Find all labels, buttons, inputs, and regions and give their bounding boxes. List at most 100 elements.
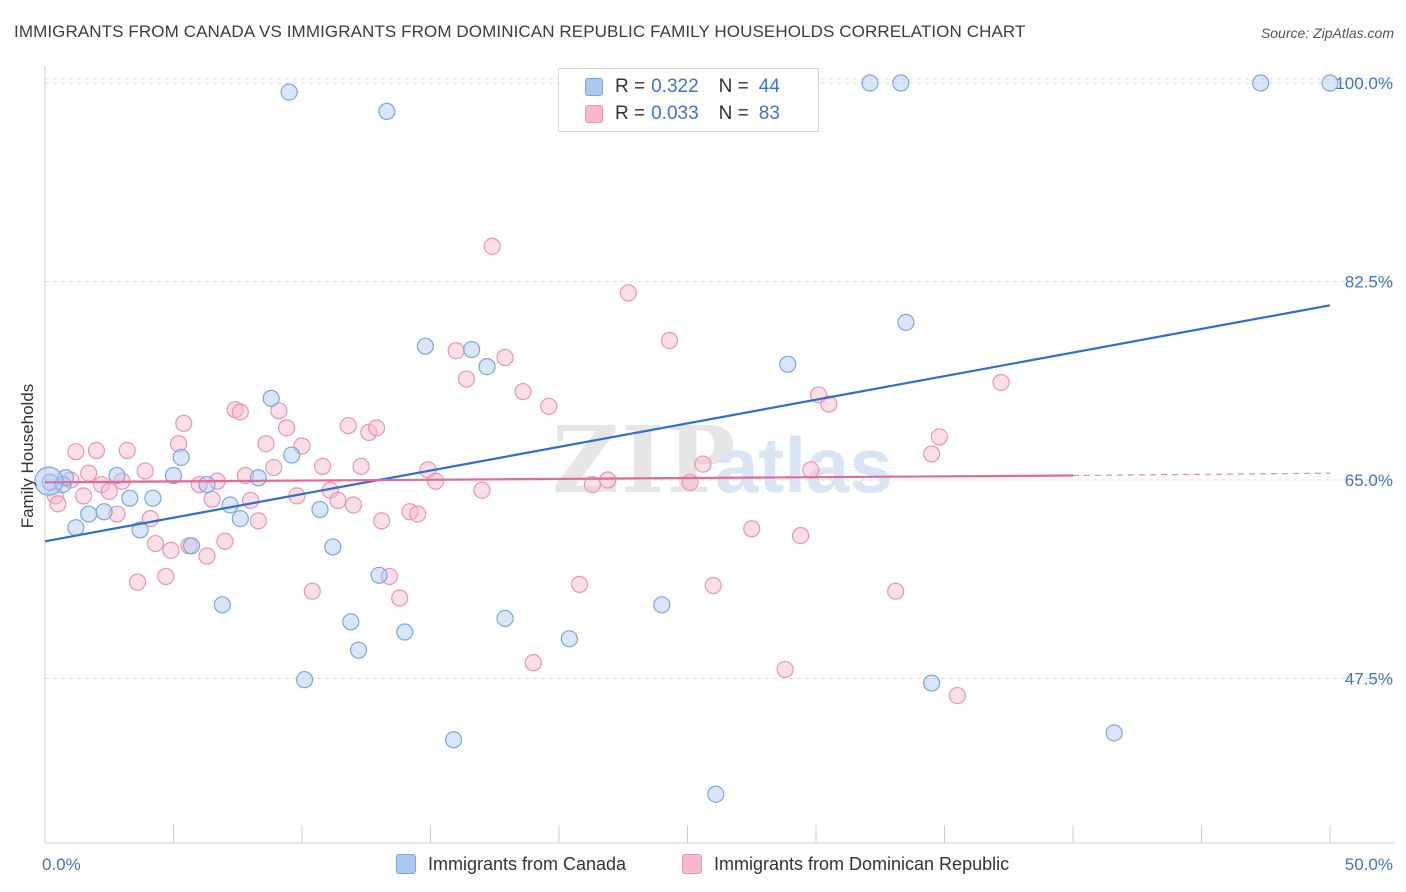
canada-point (378, 102, 396, 120)
canada-point (172, 448, 190, 466)
canada-point (67, 519, 85, 537)
dominican-republic-point (242, 491, 260, 510)
dominican-republic-point (236, 466, 255, 485)
x-tick-label: 0.0% (42, 855, 81, 874)
n-label: N = (718, 76, 749, 97)
canada-point (221, 496, 239, 514)
canada-point (1105, 724, 1123, 742)
dominican-republic-point (339, 416, 357, 435)
legend-item-dominican-republic[interactable]: Immigrants from Dominican Republic (682, 851, 1009, 877)
dominican-republic-point (930, 428, 948, 446)
dominican-republic-point (704, 576, 722, 595)
dominican-republic-point (344, 496, 362, 514)
dominican-republic-point (277, 419, 296, 437)
canada-point (445, 731, 463, 749)
dominican-republic-point (146, 534, 165, 553)
trend-line-dominican-republic (44, 474, 1074, 484)
dominican-republic-point (496, 348, 514, 367)
canada-point (892, 74, 910, 92)
dominican-republic-point (524, 654, 542, 672)
dominican-republic-point (923, 445, 941, 463)
y-tick-label: 47.5% (1345, 670, 1393, 689)
source-label: Source: ZipAtlas.com (1260, 25, 1394, 41)
y-tick-label: 82.5% (1345, 273, 1393, 292)
dominican-republic-point (128, 573, 147, 591)
dominican-republic-point (457, 370, 476, 388)
canada-legend-swatch (396, 854, 416, 874)
series-dominican-republic-points (46, 237, 1010, 705)
canada-point (653, 596, 671, 614)
r-label: R = (615, 76, 646, 97)
canada-point (108, 466, 126, 485)
dominican-republic-point (198, 547, 216, 565)
dominican-republic-point (100, 482, 118, 500)
dominican-republic-point (175, 414, 193, 432)
stats-row-dominican-republic: R = 0.033 N = 83 (585, 102, 780, 126)
canada-point (231, 509, 249, 528)
dominican-republic-point (329, 491, 347, 510)
dominican-republic-point (802, 461, 820, 479)
canada-swatch (585, 78, 603, 96)
dominican-republic-point (136, 462, 154, 480)
r-value: 0.322 (651, 76, 699, 97)
dominican-republic-point (540, 397, 558, 415)
dominican-republic-point (743, 520, 761, 538)
canada-point (213, 596, 231, 614)
canada-point (496, 609, 514, 628)
dominican-republic-point (203, 490, 221, 508)
dominican-republic-point (303, 582, 321, 600)
canada-point (560, 630, 578, 648)
dominican-republic-point (948, 686, 966, 705)
axes (44, 66, 1395, 844)
n-label: N = (718, 103, 749, 124)
canada-point (1252, 74, 1270, 92)
r-label: R = (615, 103, 646, 124)
canada-point (280, 83, 298, 101)
tick-labels: 47.5% 65.0% 82.5% 100.0% 0.0% 50.0% (42, 74, 1393, 874)
chart-title: IMMIGRANTS FROM CANADA VS IMMIGRANTS FRO… (14, 22, 1026, 41)
dominican-republic-point (313, 457, 332, 476)
dominican-republic-point (352, 457, 370, 476)
trend-line-canada (44, 304, 1331, 543)
canada-point (416, 337, 434, 355)
dominican-republic-point (373, 512, 391, 530)
n-value: 83 (758, 103, 780, 124)
canada-point (707, 785, 725, 803)
y-axis-label: Family Households (18, 383, 37, 529)
dominican-republic-point (118, 441, 136, 460)
canada-point (342, 613, 360, 631)
legend-label: Immigrants from Dominican Republic (714, 853, 1010, 874)
dominican-republic-point (992, 373, 1010, 392)
trend-line-dominican-republic-extension (1072, 472, 1331, 477)
canada-point (478, 357, 496, 376)
canada-point (861, 74, 879, 92)
canada-point (897, 313, 915, 331)
dominican-republic-point (157, 567, 175, 586)
canada-point (182, 537, 201, 555)
dominican-republic-point (483, 237, 501, 255)
r-value: 0.033 (651, 103, 699, 124)
canada-point (249, 469, 267, 487)
dominican-republic-point (162, 541, 180, 559)
canada-point (121, 489, 139, 507)
canada-point (295, 671, 314, 689)
dominican-republic-point (447, 342, 465, 360)
canada-point (779, 355, 797, 373)
canada-point (349, 641, 368, 659)
y-tick-label: 100.0% (1335, 74, 1393, 93)
dominican-republic-point (265, 458, 283, 477)
canada-point (80, 505, 98, 523)
trend-lines (44, 304, 1331, 543)
dominican-republic-point (473, 481, 491, 499)
watermark-zip: ZIP (552, 406, 737, 514)
n-value: 44 (758, 76, 780, 97)
stats-row-canada: R = 0.322 N = 44 (585, 75, 780, 99)
canada-point (198, 475, 216, 494)
canada-point (131, 521, 149, 539)
canada-point (396, 623, 414, 641)
dominican-republic-point (583, 475, 602, 494)
dominican-republic-point (887, 582, 905, 600)
legend-item-canada[interactable]: Immigrants from Canada (396, 851, 626, 877)
dominican-republic-point (270, 402, 288, 420)
dominican-republic-point (108, 505, 126, 523)
